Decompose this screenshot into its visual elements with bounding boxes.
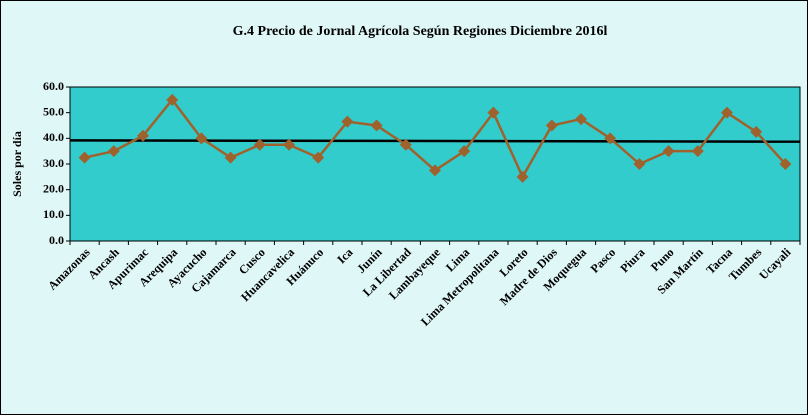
- marker: [253, 138, 266, 151]
- marker: [78, 151, 91, 164]
- y-tick-label: 0.0: [49, 233, 64, 247]
- marker: [487, 106, 500, 119]
- marker: [224, 151, 237, 164]
- marker: [721, 106, 733, 119]
- marker: [458, 145, 471, 158]
- trend-line: [69, 139, 801, 143]
- marker: [779, 158, 792, 170]
- y-axis-label: Soles por día: [10, 131, 24, 197]
- y-tick-label: 60.0: [43, 79, 64, 93]
- y-tick-label: 30.0: [43, 156, 64, 170]
- marker: [545, 119, 558, 132]
- marker: [137, 129, 149, 142]
- marker: [107, 145, 120, 158]
- marker: [662, 145, 675, 158]
- marker: [283, 138, 295, 151]
- marker: [691, 145, 704, 158]
- y-tick-label: 40.0: [43, 130, 64, 144]
- plot-area: [69, 86, 801, 242]
- marker: [429, 164, 441, 177]
- marker: [341, 115, 354, 128]
- marker: [750, 125, 763, 138]
- marker: [195, 132, 208, 145]
- marker: [166, 93, 179, 106]
- y-tick-label: 50.0: [43, 104, 64, 118]
- y-tick-label: 10.0: [43, 207, 64, 221]
- marker: [312, 151, 325, 164]
- marker: [633, 158, 646, 170]
- marker: [370, 119, 383, 132]
- chart-title: G.4 Precio de Jornal Agrícola Según Regi…: [233, 24, 608, 39]
- marker: [604, 132, 617, 145]
- marker: [399, 138, 412, 151]
- marker: [516, 170, 529, 183]
- marker: [575, 113, 587, 126]
- y-tick-label: 20.0: [43, 181, 64, 195]
